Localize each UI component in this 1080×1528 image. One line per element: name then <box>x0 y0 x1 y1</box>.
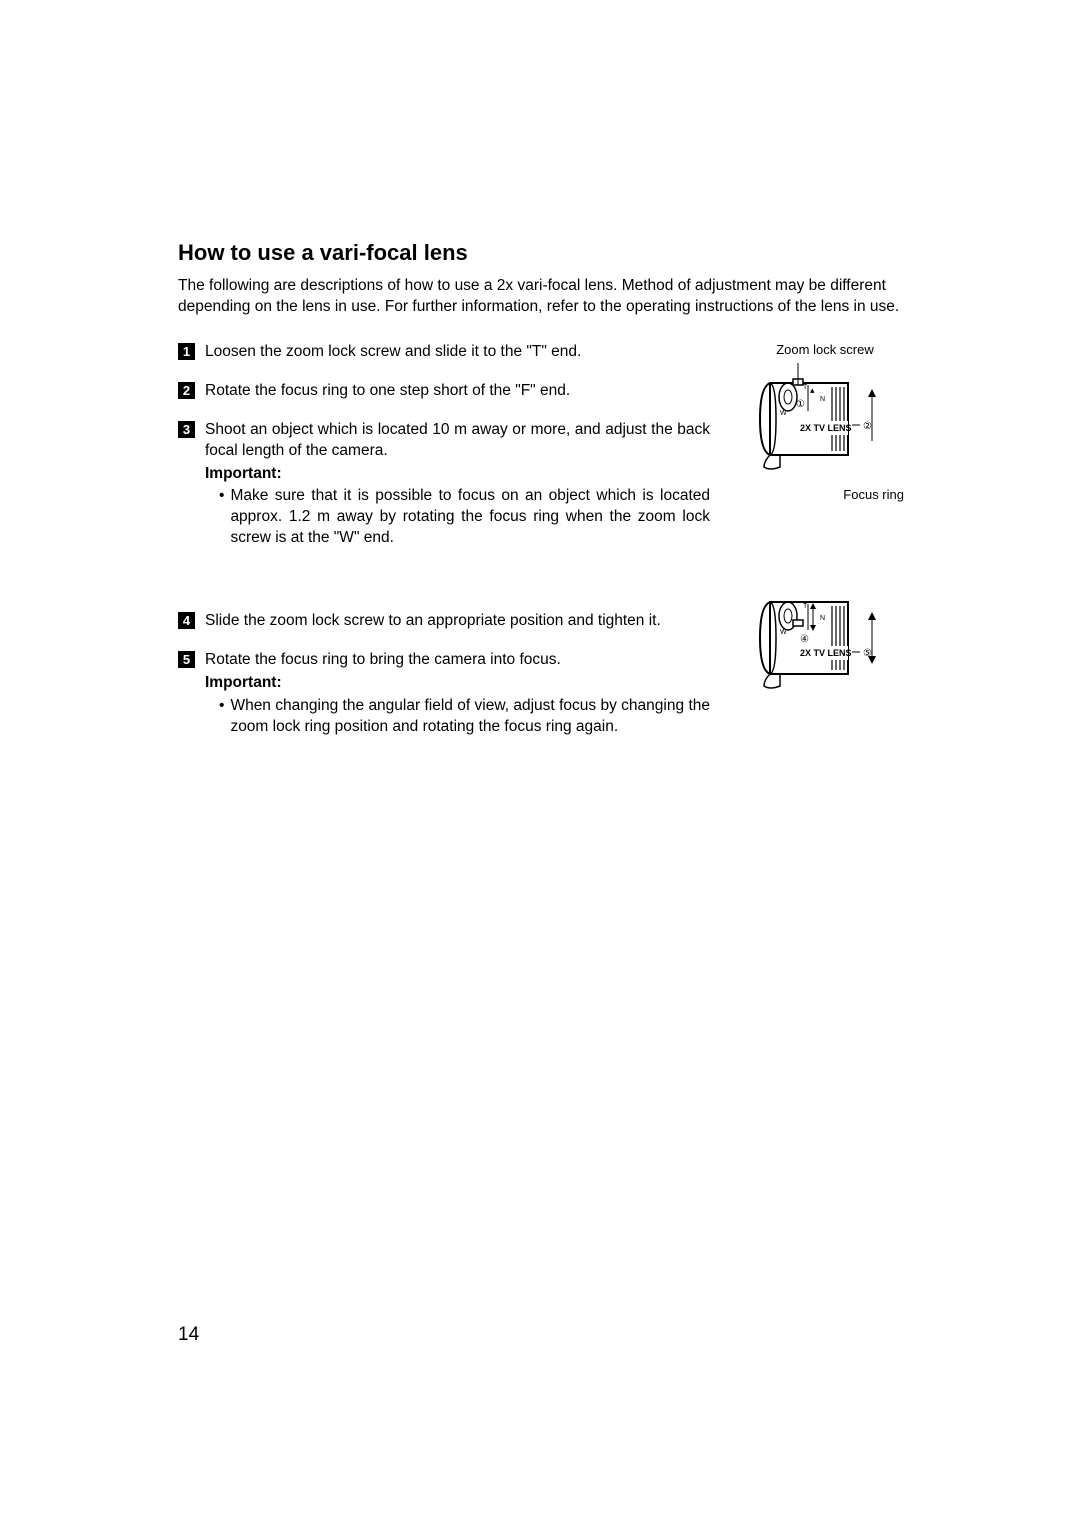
step-number-badge: 1 <box>178 343 195 360</box>
marker-w: W <box>780 629 787 636</box>
steps-column: 1 Loosen the zoom lock screw and slide i… <box>178 342 710 792</box>
marker-t: T <box>803 384 808 391</box>
important-label: Important: <box>205 464 710 485</box>
bullet-text: Make sure that it is possible to focus o… <box>230 486 710 549</box>
step-2: 2 Rotate the focus ring to one step shor… <box>178 381 710 402</box>
zoom-lock-screw-label: Zoom lock screw <box>740 342 910 357</box>
step-4: 4 Slide the zoom lock screw to an approp… <box>178 611 710 632</box>
step-text: Slide the zoom lock screw to an appropri… <box>205 611 710 632</box>
step-number-badge: 5 <box>178 651 195 668</box>
step-text: Shoot an object which is located 10 m aw… <box>205 420 710 462</box>
marker-n: N <box>820 615 825 622</box>
section-title: How to use a vari-focal lens <box>178 240 910 266</box>
focus-ring-label: Focus ring <box>740 487 910 502</box>
step-1: 1 Loosen the zoom lock screw and slide i… <box>178 342 710 363</box>
lens-text: 2X TV LENS <box>800 648 852 658</box>
lens-svg-1: T W ▴ ① N <box>740 363 895 478</box>
important-label: Important: <box>205 673 710 694</box>
lens-text: 2X TV LENS <box>800 423 852 433</box>
step-5: 5 Rotate the focus ring to bring the cam… <box>178 650 710 738</box>
lens-diagram-1: Zoom lock screw <box>740 342 910 502</box>
marker-w: W <box>780 410 787 417</box>
marker-n: N <box>820 396 825 403</box>
ref-4: ④ <box>800 634 809 645</box>
marker-t: T <box>803 603 808 610</box>
step-number-badge: 4 <box>178 612 195 629</box>
ref-1: ① <box>796 399 805 410</box>
arrow-up-icon: ▴ <box>810 385 815 395</box>
step-3: 3 Shoot an object which is located 10 m … <box>178 420 710 550</box>
page-number: 14 <box>178 1324 199 1346</box>
bullet-dot: • <box>219 696 224 738</box>
step-number-badge: 3 <box>178 421 195 438</box>
bullet-text: When changing the angular field of view,… <box>230 696 710 738</box>
lens-svg-2: T W ④ N 2X TV LENS <box>740 592 895 697</box>
lens-diagram-2: T W ④ N 2X TV LENS <box>740 592 910 702</box>
step-text: Rotate the focus ring to one step short … <box>205 381 710 402</box>
bullet-dot: • <box>219 486 224 549</box>
step-text: Rotate the focus ring to bring the camer… <box>205 650 710 671</box>
step-number-badge: 2 <box>178 382 195 399</box>
ref-2: ② <box>863 421 872 432</box>
diagrams-column: Zoom lock screw <box>740 342 910 792</box>
intro-paragraph: The following are descriptions of how to… <box>178 276 910 318</box>
step-text: Loosen the zoom lock screw and slide it … <box>205 342 710 363</box>
